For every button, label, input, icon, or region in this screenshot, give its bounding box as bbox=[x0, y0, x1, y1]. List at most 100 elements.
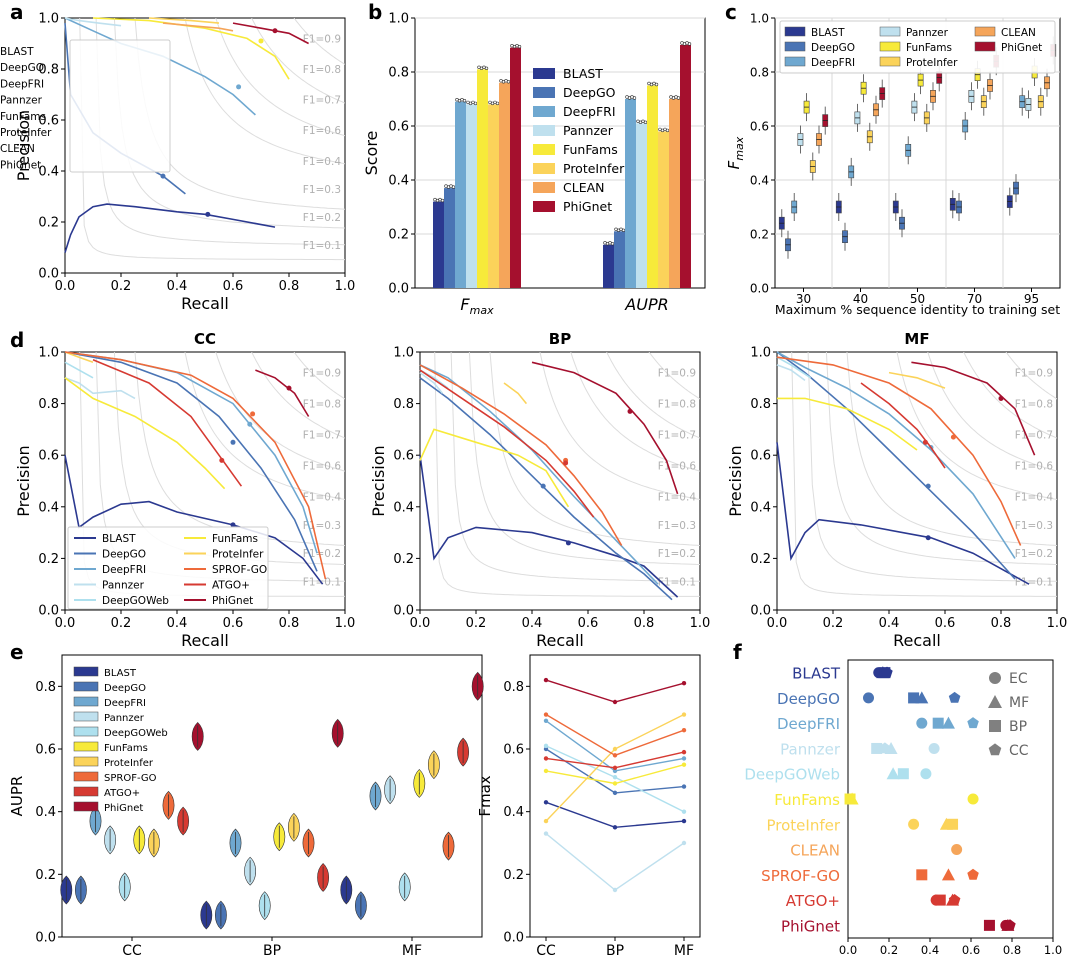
x-tick-label: 0.4 bbox=[879, 616, 900, 631]
legend-swatch-pannzer bbox=[73, 711, 99, 722]
point-clean-ec bbox=[951, 844, 963, 856]
method-label-blast: BLAST bbox=[792, 665, 841, 683]
series-line-proteinfer bbox=[888, 371, 946, 389]
f1-label: F1=0.2 bbox=[658, 548, 696, 560]
point-deepgo-cc bbox=[948, 691, 961, 703]
f1-label: F1=0.9 bbox=[658, 368, 696, 380]
series-line-atgo bbox=[92, 358, 243, 487]
legend-label-blast: BLAST bbox=[102, 533, 136, 545]
f1-curve bbox=[293, 18, 345, 65]
legend-label-sprof-go: SPROF-GO bbox=[104, 773, 157, 784]
bar-point bbox=[621, 228, 626, 233]
y-tick-label: 0.4 bbox=[750, 174, 769, 188]
f1-curve bbox=[79, 18, 345, 261]
point-deepfri-cc bbox=[967, 717, 979, 729]
series-point-sprof-go bbox=[612, 753, 618, 758]
legend-label-pannzer: Pannzer bbox=[104, 713, 145, 724]
x-tick-label: 0.0 bbox=[55, 279, 76, 294]
y-tick-label: 0.4 bbox=[750, 500, 771, 515]
x-tick-label: 0.6 bbox=[223, 279, 244, 294]
series-point-pannzer bbox=[543, 831, 549, 836]
f1-curve bbox=[570, 352, 700, 472]
y-tick-label: 1.0 bbox=[750, 346, 771, 361]
point-funfams-ec bbox=[967, 793, 979, 805]
legend-label-blast: BLAST bbox=[0, 46, 34, 58]
legend-swatch-deepgo bbox=[73, 681, 99, 692]
legend-label-phignet: PhiGnet bbox=[212, 595, 253, 607]
series-marker-sprof-go bbox=[950, 434, 956, 440]
series-line-phignet bbox=[232, 22, 309, 45]
series-line-atgo bbox=[419, 369, 595, 518]
y-tick-label: 0.6 bbox=[503, 743, 524, 758]
legend-label-bp: BP bbox=[1009, 719, 1027, 735]
bar-point bbox=[506, 80, 511, 84]
bar-deepfri-f-max bbox=[455, 101, 466, 288]
point-deepfri-bp bbox=[932, 717, 944, 729]
y-tick-label: 0.2 bbox=[393, 552, 414, 567]
legend-label-blast: BLAST bbox=[104, 668, 137, 679]
series-marker-blast bbox=[205, 211, 211, 217]
series-line-deepfri bbox=[776, 351, 1016, 559]
bar-point bbox=[665, 128, 670, 133]
y-tick-label: 0.0 bbox=[38, 267, 59, 282]
series-marker-deepgo bbox=[160, 173, 166, 179]
f1-curve bbox=[468, 352, 700, 565]
bar-deepfri-aupr bbox=[625, 99, 636, 288]
series-marker-deepfri bbox=[247, 421, 253, 427]
x-tick-label: 0.2 bbox=[111, 279, 132, 294]
legend-label-funfams: FunFams bbox=[563, 142, 618, 157]
series-line-blast bbox=[776, 442, 1030, 585]
series-line-deepfri bbox=[545, 720, 685, 772]
f1-label: F1=0.3 bbox=[658, 520, 696, 532]
f1-label: F1=0.7 bbox=[1015, 430, 1053, 442]
bar-phignet-f-max bbox=[510, 47, 521, 289]
legend-label-blast: BLAST bbox=[563, 66, 603, 81]
y-tick-label: 0.0 bbox=[35, 931, 56, 946]
x-tick-label: MF bbox=[402, 943, 422, 958]
f1-curve bbox=[1005, 352, 1057, 400]
series-point-sprof-go bbox=[543, 712, 549, 717]
box-chart-c: 0.0 0.2 0.4 0.6 0.8 1.0 Fmax Maximum % sequence… bbox=[725, 12, 1061, 317]
x-tick-label: 0.0 bbox=[55, 616, 76, 631]
f1-label: F1=0.9 bbox=[1015, 368, 1053, 380]
series-line-blast bbox=[419, 455, 679, 598]
legend-marker-cc bbox=[988, 743, 1002, 756]
f1-label: F1=0.8 bbox=[658, 399, 696, 411]
x-axis-label: Maximum % sequence identity to training … bbox=[775, 302, 1060, 317]
y-tick-label: 0.8 bbox=[38, 63, 59, 78]
legend-marker-bp bbox=[989, 720, 1001, 732]
bar-chart-b: 0.0 0.2 0.4 0.6 0.8 1.0 Score Fmax AUPR BLAST Deep… bbox=[362, 12, 706, 317]
y-axis-label: Score bbox=[362, 131, 381, 176]
y-tick-label: 0.6 bbox=[35, 743, 56, 758]
point-pannzer-bp bbox=[871, 742, 883, 754]
series-point-deepgo bbox=[612, 790, 618, 796]
legend: EC MF BP CC bbox=[1009, 671, 1029, 759]
x-tick-label: 0.6 bbox=[962, 943, 980, 957]
f1-curve bbox=[293, 352, 345, 400]
x-tick-label: 0.4 bbox=[167, 616, 188, 631]
legend-label-pannzer: Pannzer bbox=[102, 580, 145, 592]
legend-label-deepgo: DeepGO bbox=[0, 62, 44, 74]
x-tick-label: MF bbox=[674, 943, 694, 958]
series-marker-phignet bbox=[272, 28, 278, 34]
axes-frame bbox=[64, 17, 346, 274]
f1-label: F1=0.4 bbox=[303, 491, 342, 503]
pr-chart-d-bp: F1=0.9 F1=0.8 F1=0.7 F1=0.6 F1=0.4 F1=0.3 F1=0… bbox=[369, 330, 710, 650]
bar-funfams-aupr bbox=[647, 85, 658, 288]
pr-chart-d-mf: F1=0.9 F1=0.8 F1=0.7 F1=0.6 F1=0.4 F1=0.3 F1=0… bbox=[726, 330, 1067, 650]
chart-title: CC bbox=[194, 330, 216, 348]
method-label-pannzer: Pannzer bbox=[780, 740, 841, 758]
series-line-deepfri bbox=[419, 364, 659, 585]
x-category-label-f-max: Fmax bbox=[460, 295, 494, 317]
legend-label-cc: CC bbox=[1009, 743, 1029, 759]
f1-curve bbox=[807, 352, 1057, 582]
legend-label-mf: MF bbox=[1009, 695, 1029, 711]
series-marker-phignet bbox=[627, 408, 633, 414]
y-axis-label: Fmax bbox=[476, 775, 494, 816]
series-marker-atgo bbox=[563, 460, 569, 466]
series-point-funfams bbox=[543, 768, 549, 774]
y-tick-label: 0.2 bbox=[750, 552, 771, 567]
panel-letter-a: a bbox=[10, 0, 24, 24]
f1-curve bbox=[134, 352, 345, 546]
